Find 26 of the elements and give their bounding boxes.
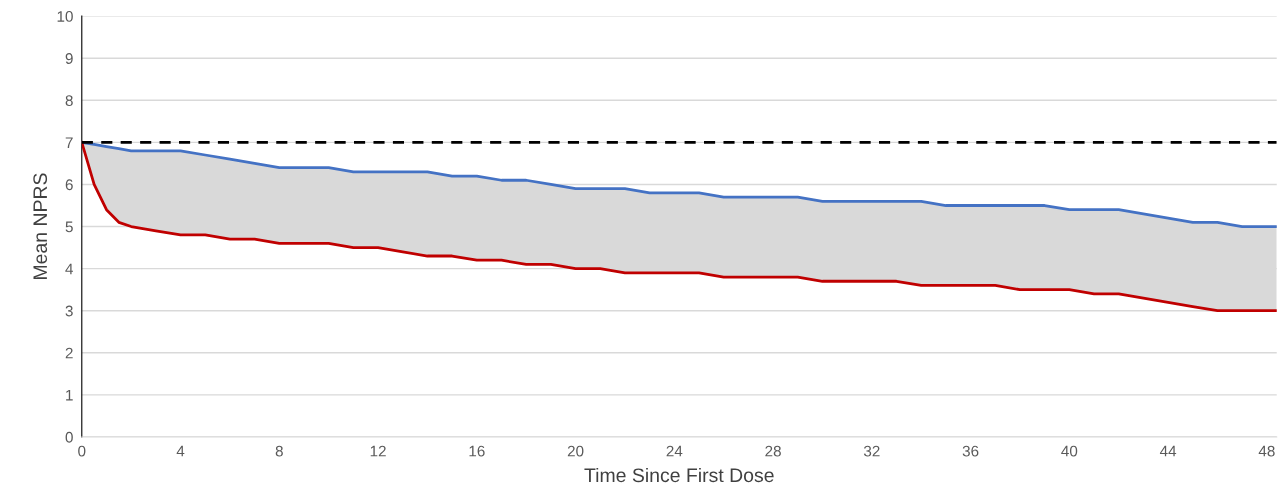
x-tick-label: 4 [176,445,185,457]
y-tick-label: 9 [65,53,73,64]
x-tick-label: 36 [962,445,979,457]
x-tick-label: 24 [666,445,683,457]
x-tick-label: 0 [78,445,86,457]
y-tick-label: 4 [65,263,74,275]
x-tick-label: 12 [370,445,386,457]
y-tick-label: 0 [65,431,73,443]
x-tick-label: 32 [863,445,880,457]
y-tick-label: 8 [65,95,73,106]
x-tick-label: 20 [567,445,584,457]
y-axis-title: Mean NPRS [33,173,48,279]
y-tick-label: 6 [65,179,73,191]
x-tick-label: 44 [1159,445,1177,457]
x-tick-label: 28 [765,445,781,457]
x-tick-label: 8 [275,445,283,457]
y-tick-label: 3 [65,305,73,317]
y-tick-label: 2 [65,347,73,359]
x-tick-label: 40 [1061,445,1078,457]
y-tick-label: 1 [66,389,73,401]
x-tick-label: 48 [1258,445,1275,457]
x-tick-label: 16 [469,445,485,457]
y-tick-label: 5 [65,221,73,233]
y-tick-label: 10 [57,11,73,22]
x-axis-title: Time Since First Dose [584,467,774,483]
y-tick-label: 7 [65,137,73,148]
